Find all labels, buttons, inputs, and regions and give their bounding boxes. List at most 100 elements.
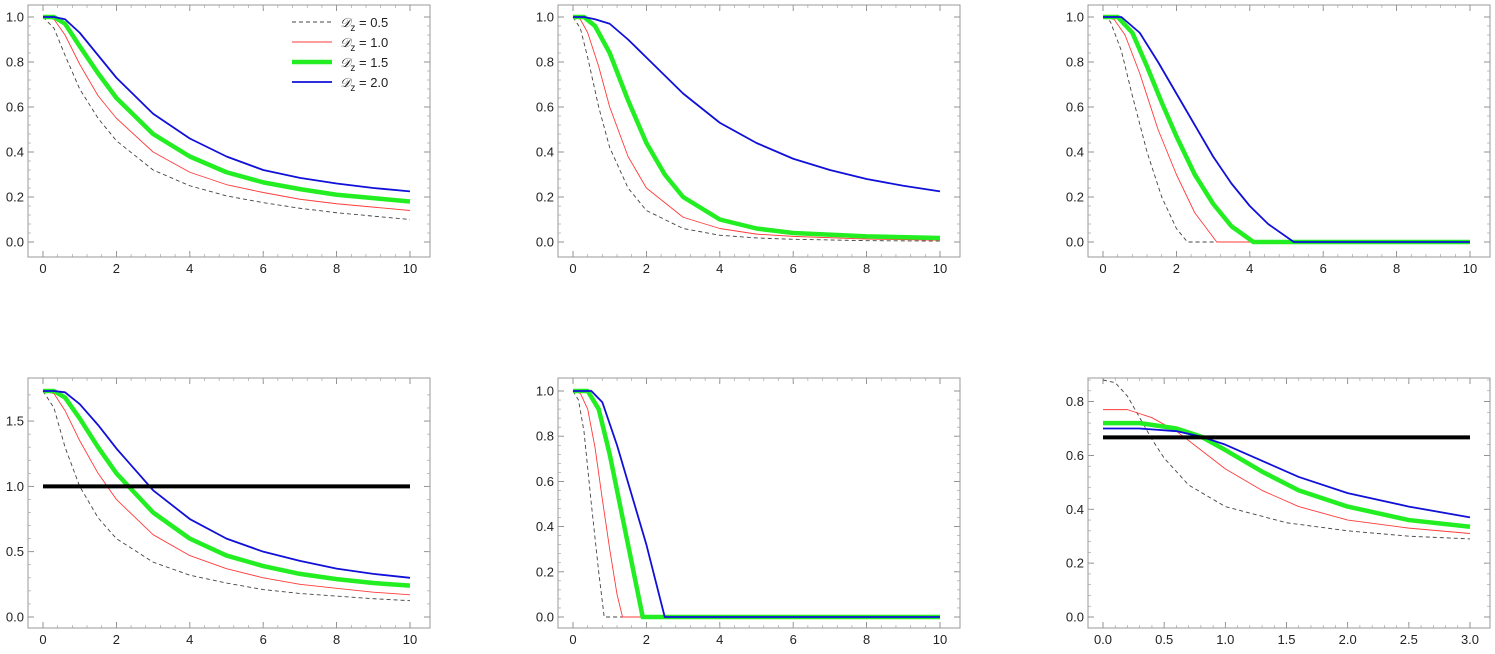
y-tick-label: 0.0 [6, 235, 24, 250]
series-line-red-thin [572, 16, 941, 241]
series-line-green-thick [573, 388, 940, 620]
legend-subscript: z [350, 43, 355, 54]
x-tick-label: 4 [716, 632, 723, 647]
y-tick-label: 0.4 [6, 145, 24, 160]
x-tick-label: 8 [863, 261, 870, 276]
legend-value: = 0.5 [355, 15, 388, 30]
plot-frame [27, 4, 431, 258]
panel-2: 0 2 4 6 8 10 0.0 0.2 0.4 0.6 0.8 1.0 [536, 4, 961, 276]
x-tick-label: 8 [333, 632, 340, 647]
y-tick-label: 0.6 [536, 474, 554, 489]
y-tick-label: 0.0 [536, 235, 554, 250]
x-tick-label: 2.5 [1400, 632, 1418, 647]
y-tick-label: 0.4 [1066, 145, 1084, 160]
x-tick-label: 10 [403, 261, 417, 276]
y-tick-label: 0.4 [536, 519, 554, 534]
x-tick-label: 2 [113, 261, 120, 276]
panel-3: 0 2 4 6 8 10 0.0 0.2 0.4 0.6 0.8 1.0 [1066, 4, 1491, 276]
legend-value: = 1.5 [355, 55, 388, 70]
y-tick-label: 1.0 [536, 384, 554, 399]
plot-frame [1087, 4, 1491, 258]
y-tick-label: 0.8 [6, 55, 24, 70]
y-tick-label: 0.6 [6, 100, 24, 115]
x-tick-label: 0 [569, 261, 576, 276]
series-line-black-dashed [42, 16, 411, 220]
x-tick-label: 10 [933, 261, 947, 276]
legend-label: 𝒟z = 1.0 [340, 35, 388, 54]
x-tick-label: 2 [643, 632, 650, 647]
series-line-red-thin [1103, 409, 1471, 534]
y-tick-label: 0.0 [1066, 235, 1084, 250]
y-tick-label: 0.0 [536, 610, 554, 625]
y-tick-label: 0.6 [1066, 448, 1084, 463]
series-line-blue [1103, 427, 1471, 519]
y-tick-label: 0.8 [536, 429, 554, 444]
x-tick-label: 2.0 [1339, 632, 1357, 647]
x-tick-label: 2 [643, 261, 650, 276]
series-line-green-thick [43, 388, 411, 588]
x-tick-label: 4 [186, 632, 193, 647]
y-tick-label: 0.2 [536, 190, 554, 205]
series-line-red-thin [572, 390, 940, 618]
y-tick-label: 0.2 [536, 564, 554, 579]
series-line-green-thick [1103, 420, 1471, 530]
series-line-blue [573, 390, 940, 618]
x-tick-label: 2 [113, 632, 120, 647]
x-tick-label: 4 [716, 261, 723, 276]
series-line-red-thin [1102, 16, 1470, 243]
y-tick-label: 0.0 [6, 610, 24, 625]
legend-subscript: z [350, 83, 355, 94]
x-tick-label: 6 [790, 632, 797, 647]
y-tick-label: 0.6 [536, 100, 554, 115]
x-tick-label: 1.5 [1277, 632, 1295, 647]
y-tick-label: 1.0 [1066, 10, 1084, 25]
legend-value: = 2.0 [355, 75, 388, 90]
x-tick-label: 2 [1173, 261, 1180, 276]
panel-6: 0.0 0.5 1.0 1.5 2.0 2.5 3.0 0.0 0.2 0.4 0.6 0.8 [1066, 377, 1491, 647]
x-tick-label: 6 [790, 261, 797, 276]
plot-frame [27, 377, 431, 629]
x-tick-label: 0 [39, 261, 46, 276]
legend-symbol: 𝒟 [340, 76, 353, 91]
legend-label: 𝒟z = 1.5 [340, 55, 388, 74]
x-tick-label: 6 [260, 261, 267, 276]
series-line-blue [573, 16, 941, 193]
series-line-blue [1103, 16, 1470, 243]
x-tick-label: 4 [1246, 261, 1253, 276]
legend-label: 𝒟z = 2.0 [340, 75, 388, 94]
y-tick-label: 0.4 [1066, 502, 1084, 517]
y-tick-label: 1.5 [6, 414, 24, 429]
x-tick-label: 0 [569, 632, 576, 647]
panel-1: 0 2 4 6 8 100.00.20.40.60.81.0 𝒟z = 0.5𝒟z = 1.… [6, 4, 431, 276]
series-line-blue [43, 390, 411, 579]
x-tick-label: 3.0 [1461, 632, 1479, 647]
y-tick-label: 0.8 [536, 55, 554, 70]
y-tick-label: 0.8 [1066, 394, 1084, 409]
x-tick-label: 0 [1099, 261, 1106, 276]
x-tick-label: 6 [260, 632, 267, 647]
series-line-green-thick [573, 14, 941, 241]
y-tick-label: 1.0 [6, 10, 24, 25]
legend-symbol: 𝒟 [340, 36, 353, 51]
y-tick-label: 0.2 [1066, 190, 1084, 205]
plot-frame [557, 4, 961, 258]
x-tick-label: 8 [863, 632, 870, 647]
series-line-green-thick [43, 14, 411, 204]
x-tick-label: 10 [1463, 261, 1477, 276]
plot-frame [1087, 377, 1491, 629]
legend: 𝒟z = 0.5𝒟z = 1.0𝒟z = 1.5𝒟z = 2.0 [292, 15, 388, 94]
series-line-black-dashed [572, 16, 941, 242]
series-line-black-dashed [1102, 379, 1471, 540]
series-line-blue [43, 16, 411, 193]
series-line-red-thin [42, 16, 411, 211]
y-tick-label: 1.0 [6, 479, 24, 494]
y-tick-label: 0.8 [1066, 55, 1084, 70]
y-tick-label: 0.2 [6, 190, 24, 205]
panel-4: 0 2 4 6 8 10 0.0 0.5 1.0 1.5 [6, 377, 431, 647]
panel-5: 0 2 4 6 8 10 0.0 0.2 0.4 0.6 0.8 1.0 [536, 377, 961, 647]
series-line-red-thin [42, 390, 411, 596]
y-tick-label: 0.0 [1066, 610, 1084, 625]
x-tick-label: 6 [1320, 261, 1327, 276]
x-tick-label: 8 [333, 261, 340, 276]
